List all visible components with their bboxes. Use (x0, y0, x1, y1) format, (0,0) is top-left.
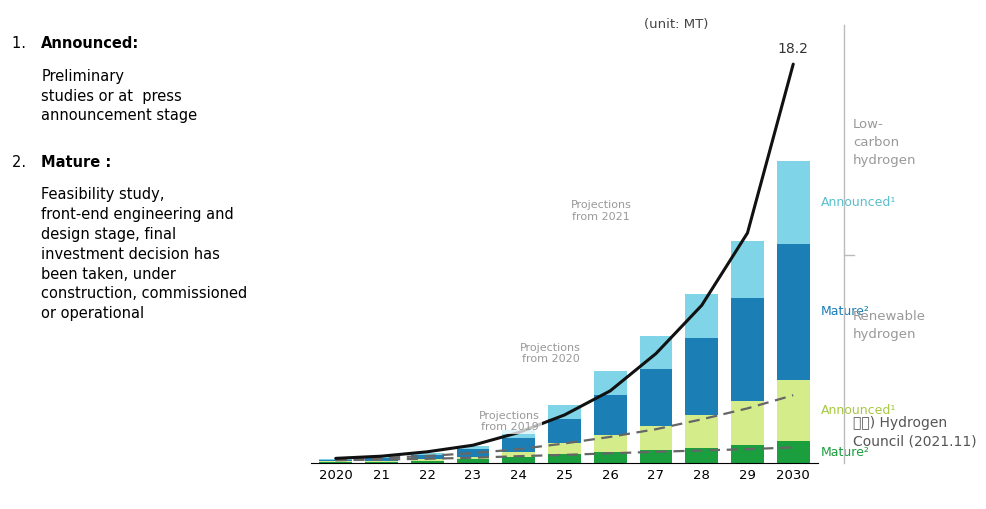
Bar (731, 401, 764, 444)
Bar (411, 461, 444, 463)
Bar (502, 452, 535, 457)
Text: Preliminary
studies or at  press
announcement stage: Preliminary studies or at press announce… (41, 69, 197, 123)
Bar (640, 369, 672, 426)
Bar (731, 241, 764, 298)
Bar (731, 298, 764, 401)
Bar (411, 454, 444, 455)
Text: Projections
from 2019: Projections from 2019 (479, 411, 540, 432)
Bar (502, 457, 535, 463)
Text: (unit: MT): (unit: MT) (644, 18, 708, 31)
Bar (594, 395, 627, 435)
Text: 18.2: 18.2 (778, 42, 809, 56)
Bar (777, 380, 810, 441)
Bar (777, 161, 810, 244)
Bar (411, 459, 444, 461)
Bar (548, 405, 581, 419)
Bar (777, 244, 810, 380)
Text: Projections
from 2021: Projections from 2021 (571, 200, 631, 222)
Bar (685, 415, 718, 448)
Bar (685, 338, 718, 415)
Bar (640, 426, 672, 450)
Bar (640, 336, 672, 369)
Bar (457, 446, 489, 449)
Bar (502, 438, 535, 452)
Bar (365, 459, 398, 461)
Text: Feasibility study,
front-end engineering and
design stage, final
investment deci: Feasibility study, front-end engineering… (41, 187, 247, 321)
Bar (457, 457, 489, 459)
Bar (548, 443, 581, 455)
Text: Announced¹: Announced¹ (820, 196, 896, 209)
Text: Announced¹: Announced¹ (820, 404, 896, 417)
Bar (777, 441, 810, 463)
Bar (319, 462, 352, 463)
Bar (457, 449, 489, 457)
Bar (502, 430, 535, 438)
Bar (594, 371, 627, 395)
Bar (411, 455, 444, 459)
Bar (319, 459, 352, 460)
Bar (548, 455, 581, 463)
Text: Announced:: Announced: (41, 36, 140, 50)
Text: Mature²: Mature² (820, 305, 870, 319)
Text: 2.: 2. (12, 155, 31, 170)
Text: 1.: 1. (12, 36, 31, 50)
Text: Low-
carbon
hydrogen: Low- carbon hydrogen (853, 118, 916, 167)
Bar (594, 435, 627, 452)
Bar (365, 461, 398, 462)
Bar (731, 444, 764, 463)
Bar (319, 460, 352, 462)
Bar (365, 462, 398, 463)
Bar (365, 457, 398, 459)
Bar (685, 294, 718, 338)
Text: Renewable
hydrogen: Renewable hydrogen (853, 310, 926, 341)
Bar (594, 452, 627, 463)
Text: Projections
from 2020: Projections from 2020 (521, 343, 581, 364)
Text: Mature²: Mature² (820, 446, 870, 459)
Bar (548, 419, 581, 443)
Bar (640, 450, 672, 463)
Bar (457, 459, 489, 463)
Text: Mature :: Mature : (41, 155, 111, 170)
Bar (685, 448, 718, 463)
Text: 자료) Hydrogen
Council (2021.11): 자료) Hydrogen Council (2021.11) (853, 416, 976, 449)
